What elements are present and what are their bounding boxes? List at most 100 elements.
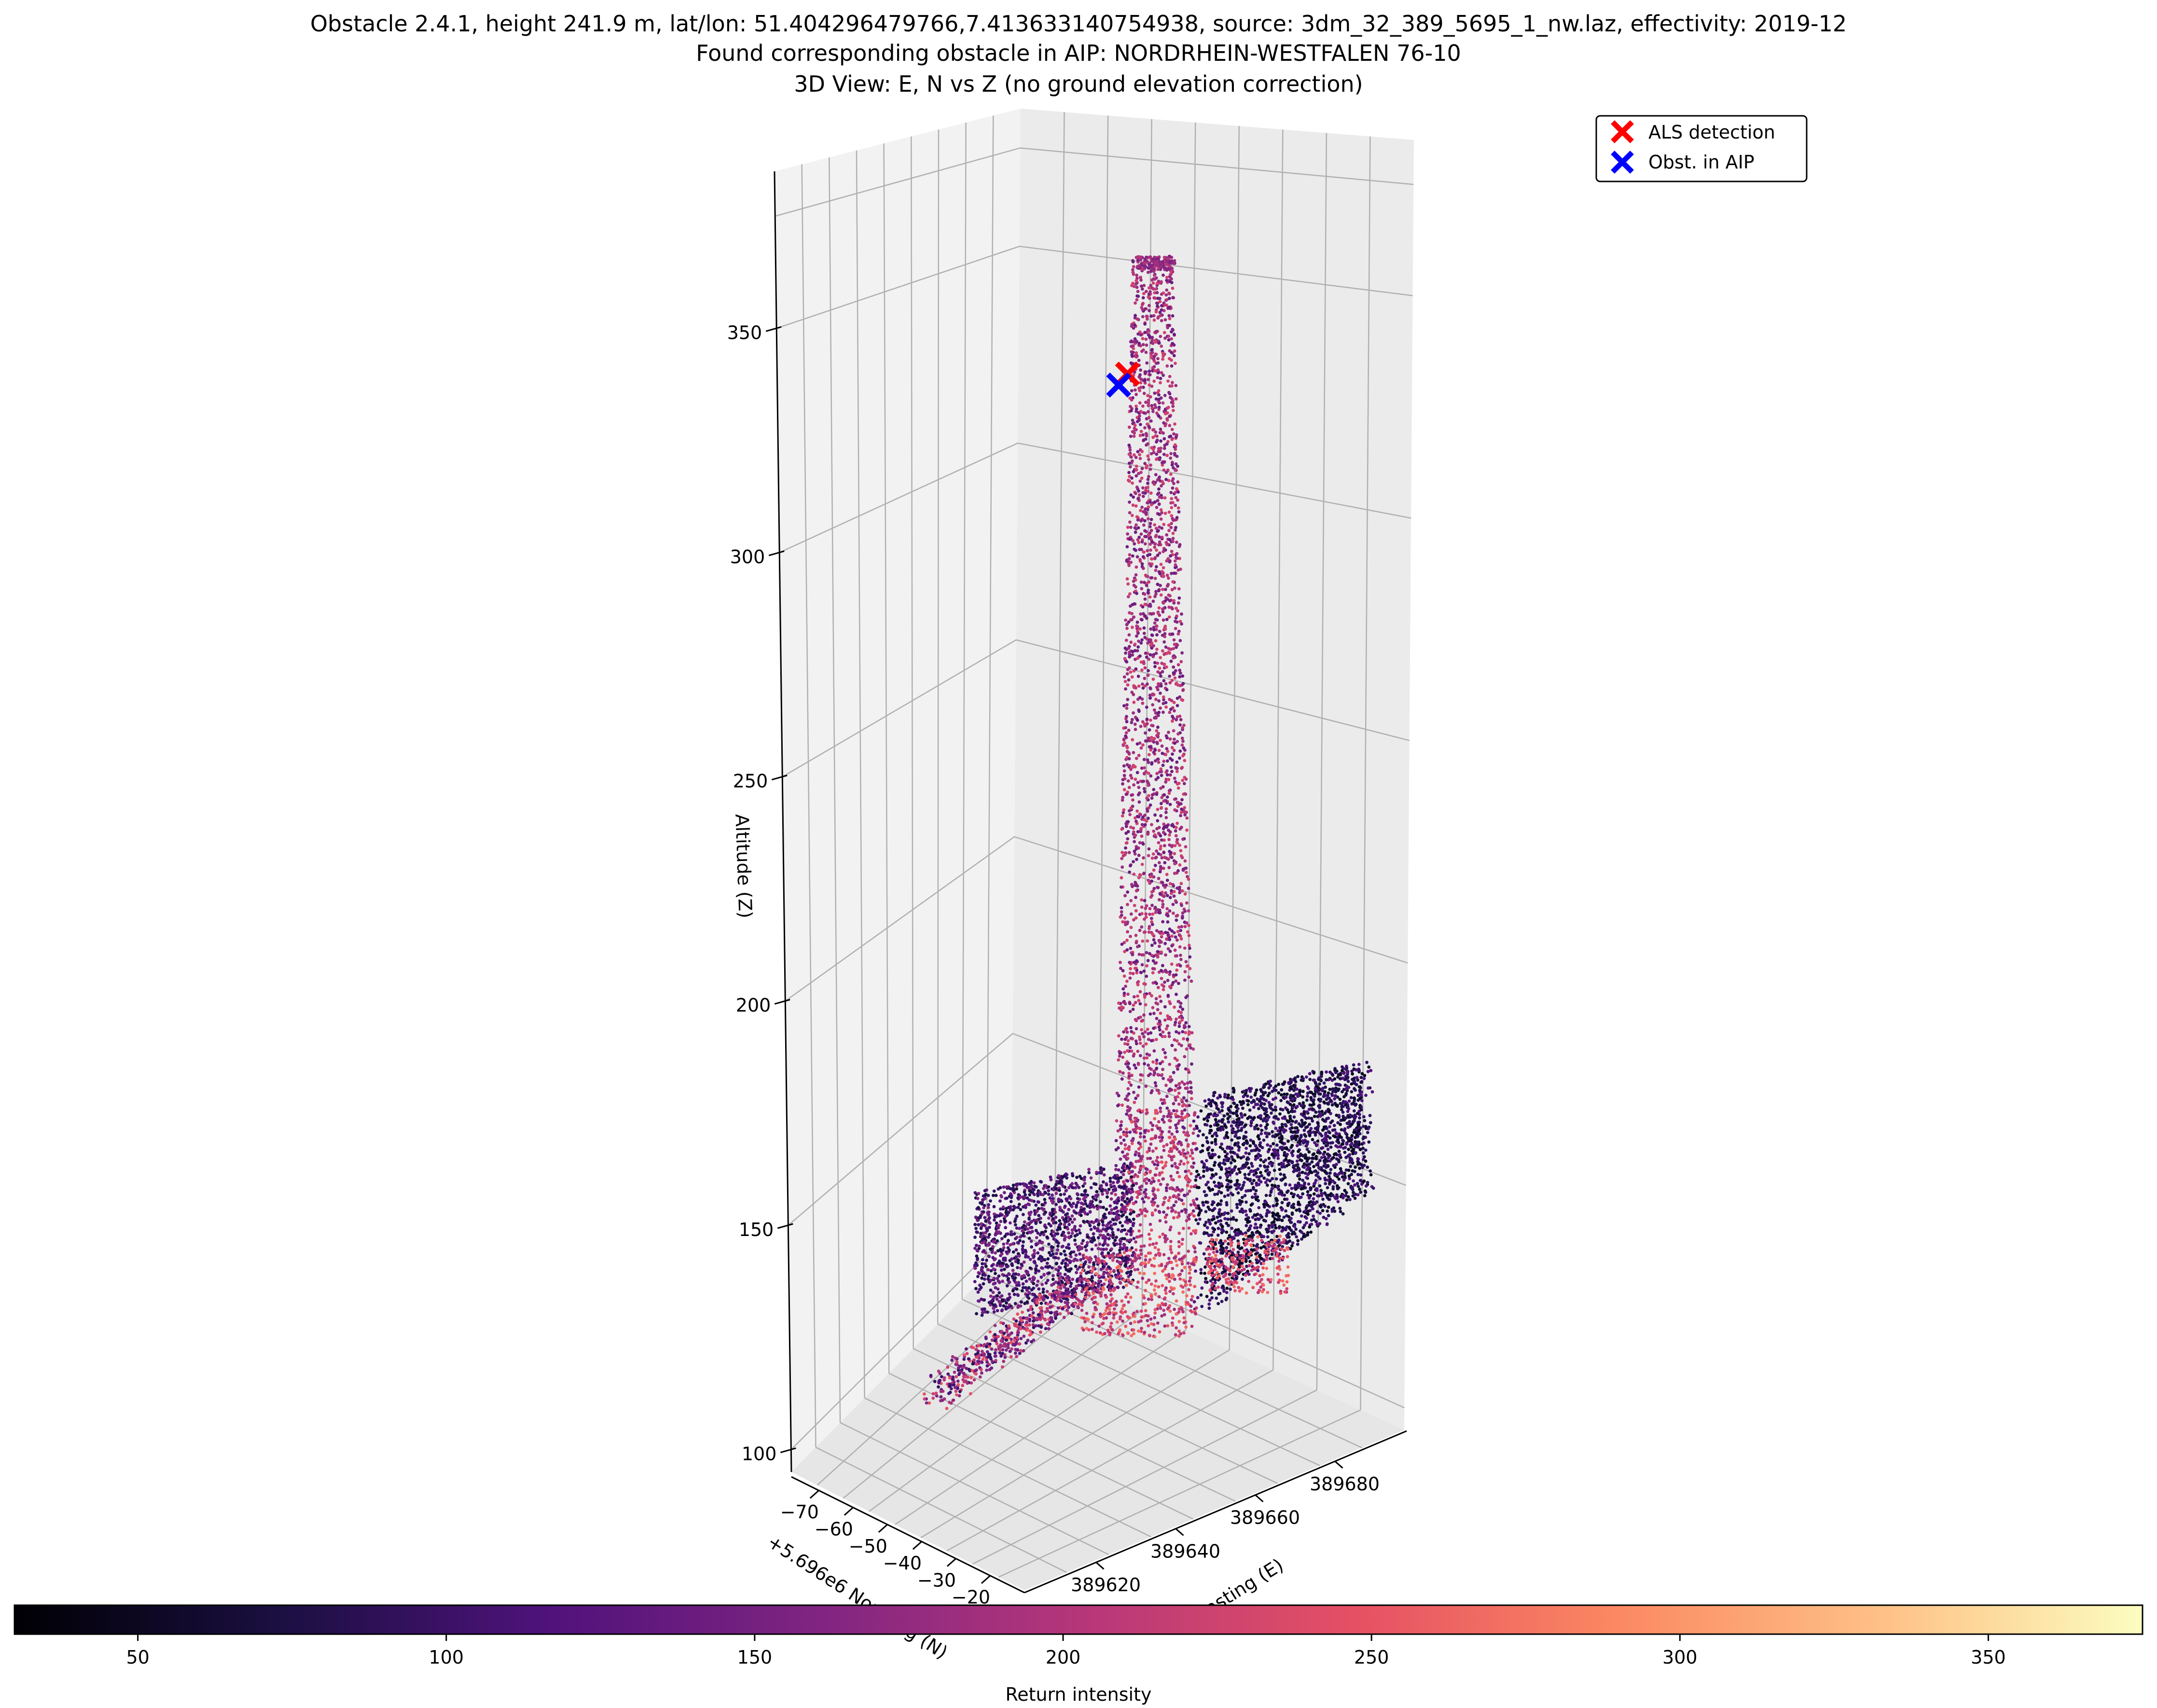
cloud-point — [1124, 639, 1128, 642]
cloud-point — [1139, 386, 1143, 389]
cloud-point — [989, 1294, 993, 1298]
cloud-point — [976, 1360, 980, 1363]
cloud-point — [1145, 819, 1148, 823]
cloud-point — [1125, 1232, 1129, 1236]
cloud-point — [1120, 865, 1124, 869]
cloud-point — [1125, 1030, 1129, 1034]
cloud-point — [1157, 876, 1161, 880]
cloud-point — [986, 1268, 990, 1272]
cloud-point — [1045, 1307, 1049, 1310]
cloud-point — [1155, 729, 1159, 733]
cloud-point — [965, 1347, 968, 1351]
cloud-point — [1164, 810, 1168, 814]
cloud-point — [1147, 399, 1150, 402]
cloud-point — [1187, 1090, 1190, 1094]
cloud-point — [1179, 1159, 1183, 1163]
cloud-point — [1134, 279, 1138, 283]
cloud-point — [1063, 1192, 1066, 1196]
cloud-point — [1187, 1134, 1190, 1138]
cloud-point — [1123, 1185, 1127, 1189]
cloud-point — [1131, 418, 1134, 422]
cloud-point — [1150, 944, 1154, 947]
axes-panes — [774, 109, 1414, 1590]
cloud-point — [1169, 1115, 1173, 1119]
cloud-point — [1129, 899, 1133, 903]
cloud-point — [1151, 1124, 1155, 1127]
cloud-point — [1145, 464, 1148, 468]
cloud-point — [1169, 708, 1173, 711]
cloud-point — [1152, 296, 1156, 300]
cloud-point — [1143, 899, 1147, 903]
cloud-point — [1134, 1123, 1138, 1126]
cloud-point — [1163, 942, 1167, 945]
cloud-point — [992, 1194, 995, 1197]
cloud-point — [1175, 1017, 1178, 1021]
cloud-point — [1158, 551, 1161, 555]
cloud-point — [1128, 1107, 1132, 1110]
z-tick-label: 350 — [727, 322, 762, 343]
cloud-point — [978, 1288, 982, 1291]
cloud-point — [1037, 1214, 1041, 1218]
cloud-point — [1143, 1207, 1147, 1211]
cloud-point — [1139, 724, 1143, 728]
cloud-point — [1070, 1312, 1074, 1316]
cloud-point — [1158, 995, 1162, 999]
cloud-point — [1149, 491, 1153, 495]
cloud-point — [1155, 1016, 1159, 1020]
cloud-point — [1089, 1200, 1092, 1204]
cloud-point — [1159, 517, 1163, 521]
cloud-point — [1145, 574, 1148, 578]
cloud-point — [1153, 665, 1157, 668]
cloud-point — [1125, 715, 1128, 718]
cloud-point — [1127, 1170, 1131, 1174]
cloud-point — [1151, 932, 1154, 936]
cloud-point — [1113, 1238, 1117, 1242]
cloud-point — [1085, 1244, 1089, 1248]
cloud-point — [1169, 456, 1173, 460]
cloud-point — [1140, 912, 1144, 916]
cloud-point — [1167, 1109, 1171, 1113]
cloud-point — [1172, 647, 1175, 651]
cloud-point — [1168, 927, 1172, 931]
cloud-point — [1026, 1222, 1029, 1226]
cloud-point — [1159, 865, 1162, 869]
cloud-point — [1185, 964, 1189, 968]
cloud-point — [1182, 1130, 1186, 1134]
cloud-point — [1170, 1158, 1174, 1162]
cloud-point — [1162, 331, 1166, 334]
cloud-point — [1087, 1171, 1091, 1175]
cloud-point — [1131, 972, 1135, 975]
cloud-point — [1013, 1280, 1017, 1284]
cloud-point — [1123, 894, 1127, 898]
cloud-point — [1131, 1254, 1134, 1257]
cloud-point — [1151, 342, 1155, 345]
cloud-point — [1170, 934, 1174, 938]
cloud-point — [942, 1397, 946, 1401]
cloud-point — [1139, 1252, 1143, 1256]
cloud-point — [1056, 1248, 1060, 1252]
left-wall-gridline — [856, 150, 865, 1398]
cloud-point — [1139, 278, 1143, 282]
cloud-point — [1132, 995, 1136, 999]
cloud-point — [1144, 1003, 1148, 1007]
cloud-point — [1075, 1258, 1079, 1262]
cloud-point — [1119, 1240, 1122, 1244]
cloud-point — [1173, 1162, 1177, 1166]
cloud-point — [1162, 547, 1166, 551]
cloud-point — [1003, 1353, 1007, 1357]
cloud-point — [1120, 914, 1123, 917]
cloud-point — [1037, 1287, 1041, 1291]
cloud-point — [1161, 695, 1165, 699]
cloud-point — [1131, 260, 1135, 264]
cloud-point — [1177, 1175, 1181, 1179]
cloud-point — [1162, 437, 1166, 441]
cloud-point — [1110, 1247, 1113, 1251]
cloud-point — [1126, 526, 1130, 529]
cloud-point — [1177, 1091, 1181, 1095]
cloud-point — [1028, 1277, 1032, 1281]
cloud-point — [1161, 866, 1165, 870]
floor-gridline — [869, 1309, 1143, 1512]
cloud-point — [1138, 493, 1141, 497]
cloud-point — [1177, 781, 1181, 785]
cloud-point — [1167, 1130, 1171, 1134]
